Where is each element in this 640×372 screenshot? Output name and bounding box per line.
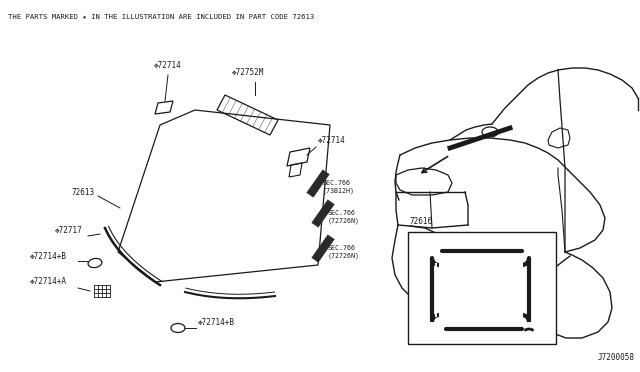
Polygon shape — [307, 170, 330, 197]
Text: ✥72752M: ✥72752M — [232, 68, 264, 77]
Text: THE PARTS MARKED ★ IN THE ILLUSTRATION ARE INCLUDED IN PART CODE 72613: THE PARTS MARKED ★ IN THE ILLUSTRATION A… — [8, 14, 314, 20]
Text: ✥72714+B: ✥72714+B — [198, 318, 235, 327]
Bar — [408, 232, 556, 344]
Text: J7200058: J7200058 — [598, 353, 635, 362]
Polygon shape — [312, 200, 334, 227]
Text: ✥72717: ✥72717 — [55, 226, 83, 235]
Polygon shape — [312, 235, 334, 262]
Text: 72613: 72613 — [72, 188, 95, 197]
Text: SEC.766
(72726N): SEC.766 (72726N) — [328, 210, 360, 224]
Text: SEC.766
(72726N): SEC.766 (72726N) — [328, 245, 360, 259]
Text: ✥72714: ✥72714 — [154, 61, 182, 70]
Text: SEC.766
(73B12H): SEC.766 (73B12H) — [323, 180, 355, 193]
Text: ✥72714+B: ✥72714+B — [30, 252, 67, 261]
Text: 72616: 72616 — [410, 217, 433, 226]
Text: ✥72714: ✥72714 — [318, 136, 346, 145]
Text: ✥72714+A: ✥72714+A — [30, 277, 67, 286]
